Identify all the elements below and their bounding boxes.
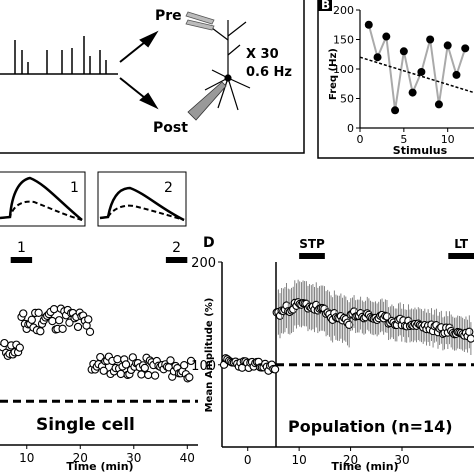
c-data-point bbox=[15, 343, 24, 352]
panel-b-letter-box bbox=[318, 0, 332, 11]
c-x-tick-label: 10 bbox=[19, 451, 34, 465]
c-data-point bbox=[150, 371, 160, 380]
c-data-point bbox=[137, 370, 146, 379]
c-data-point bbox=[85, 327, 95, 336]
c-data-point bbox=[58, 324, 67, 333]
c-data-point bbox=[34, 308, 43, 317]
spike-train bbox=[0, 36, 118, 75]
inset-1: 1 bbox=[0, 171, 86, 227]
d-x-tick-label: 0 bbox=[244, 453, 252, 467]
d-x-tick-label: 30 bbox=[394, 453, 409, 467]
d-epoch-label: LT bbox=[454, 237, 469, 251]
b-data-point bbox=[417, 67, 426, 76]
c-epoch-bar bbox=[10, 257, 33, 263]
c-data-point bbox=[49, 304, 59, 314]
c-x-tick-label: 30 bbox=[126, 451, 141, 465]
neuron-icon bbox=[204, 20, 251, 111]
inset-1-label: 1 bbox=[70, 180, 79, 196]
post-pipette-icon bbox=[187, 81, 227, 121]
b-data-point bbox=[461, 44, 470, 53]
b-y-tick-label: 200 bbox=[333, 4, 354, 17]
inset-2: 2 bbox=[97, 171, 187, 227]
c-data-point bbox=[180, 361, 189, 370]
d-data-point bbox=[344, 320, 354, 329]
pre-electrode-icon bbox=[185, 11, 215, 31]
c-data-point bbox=[36, 327, 45, 336]
panel-b-plot: 0 50 100 150 200 0 5 10 bbox=[333, 4, 474, 146]
b-data-point bbox=[443, 41, 452, 50]
c-data-point bbox=[113, 355, 122, 364]
panel-b-y-axis-label: Freq (Hz) bbox=[328, 48, 339, 100]
panel-d-title: Population (n=14) bbox=[288, 417, 453, 436]
inset-2-label: 2 bbox=[164, 180, 173, 196]
panel-c-x-axis-label: Time (min) bbox=[66, 460, 133, 473]
c-data-point bbox=[73, 322, 83, 332]
panel-b-letter: B bbox=[321, 0, 330, 12]
c-data-point bbox=[121, 360, 131, 369]
panel-a-frame bbox=[0, 0, 305, 154]
post-label: Post bbox=[153, 120, 188, 136]
c-data-point bbox=[27, 315, 36, 324]
c-data-point bbox=[186, 356, 196, 366]
b-x-tick-label: 5 bbox=[400, 133, 407, 146]
b-data-point bbox=[399, 47, 408, 56]
c-data-point bbox=[116, 369, 125, 379]
b-data-point bbox=[452, 70, 461, 79]
d-data-point bbox=[270, 365, 280, 374]
d-y-tick-label: 100 bbox=[191, 359, 216, 374]
d-epoch-bar bbox=[448, 253, 474, 259]
c-x-tick-label: 20 bbox=[73, 451, 88, 465]
c-epoch-bar bbox=[165, 257, 188, 263]
panel-b-x-axis-label: Stimulus bbox=[393, 144, 448, 157]
d-epoch-label: STP bbox=[299, 237, 325, 251]
repeat-label: X 30 bbox=[246, 47, 279, 62]
b-data-point bbox=[391, 106, 400, 115]
b-y-tick-label: 150 bbox=[333, 34, 354, 47]
b-x-tick-label: 10 bbox=[441, 133, 455, 146]
c-data-point bbox=[55, 316, 64, 325]
panel-d-letter: D bbox=[203, 235, 215, 251]
b-y-tick-label: 50 bbox=[340, 93, 354, 106]
b-data-point bbox=[364, 20, 373, 29]
d-x-tick-label: 20 bbox=[343, 453, 358, 467]
panel-d-x-axis-label: Time (min) bbox=[331, 460, 398, 473]
b-data-point bbox=[426, 35, 435, 44]
c-epoch-label: 1 bbox=[17, 240, 26, 256]
b-data-point bbox=[382, 32, 391, 41]
c-x-tick-label: 40 bbox=[180, 451, 195, 465]
d-data-point bbox=[465, 327, 474, 336]
c-data-point bbox=[140, 363, 149, 373]
b-data-point bbox=[434, 100, 443, 109]
panel-c-title: Single cell bbox=[36, 415, 135, 435]
c-data-point bbox=[48, 316, 57, 326]
c-data-point bbox=[84, 315, 93, 324]
panel-d-plot: 100 200 0 10 20 30 STP LT bbox=[191, 237, 474, 467]
c-epoch-label: 2 bbox=[172, 240, 181, 256]
b-y-tick-label: 100 bbox=[333, 63, 354, 76]
c-data-point bbox=[144, 370, 153, 380]
c-data-point bbox=[166, 356, 175, 365]
panel-b-frame bbox=[317, 0, 474, 159]
c-data-point bbox=[99, 366, 108, 375]
d-x-tick-label: 10 bbox=[292, 453, 307, 467]
pre-label: Pre bbox=[155, 8, 182, 24]
d-data-point bbox=[466, 334, 474, 343]
c-data-point bbox=[65, 318, 74, 327]
c-data-point bbox=[185, 373, 194, 382]
d-y-tick-label: 200 bbox=[191, 256, 216, 271]
panel-c-plot: 10 20 30 40 1 2 bbox=[0, 240, 198, 465]
d-epoch-bar bbox=[299, 253, 325, 259]
c-data-point bbox=[0, 338, 9, 348]
b-data-point bbox=[373, 53, 382, 62]
c-data-point bbox=[19, 309, 28, 318]
frequency-label: 0.6 Hz bbox=[246, 65, 292, 80]
b-y-tick-label: 0 bbox=[347, 122, 354, 135]
b-x-tick-label: 0 bbox=[357, 133, 364, 146]
panel-d-y-axis-label: Mean Amplitude (%) bbox=[204, 298, 215, 413]
b-data-point bbox=[408, 88, 417, 97]
split-arrows bbox=[119, 30, 159, 110]
